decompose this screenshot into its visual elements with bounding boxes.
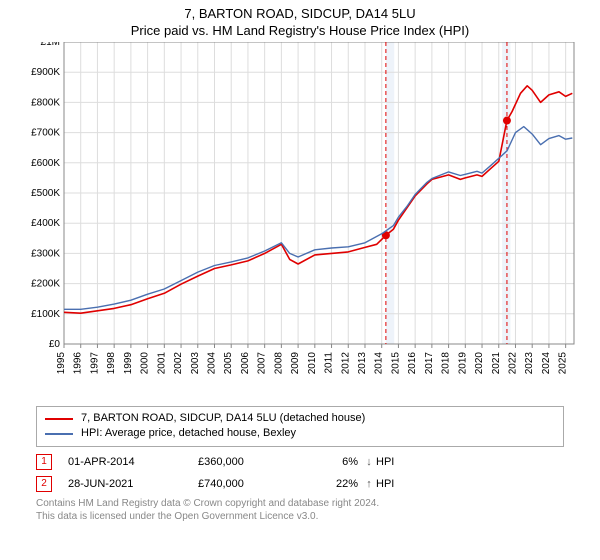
svg-text:2018: 2018: [441, 352, 452, 375]
footer-attribution: Contains HM Land Registry data © Crown c…: [36, 497, 564, 523]
svg-text:£700K: £700K: [31, 128, 60, 139]
svg-text:£600K: £600K: [31, 158, 60, 169]
legend-swatch: [45, 433, 73, 435]
svg-text:£400K: £400K: [31, 218, 60, 229]
sale-marker-1: 1: [36, 454, 52, 470]
svg-text:2004: 2004: [206, 352, 217, 375]
svg-text:2024: 2024: [541, 352, 552, 375]
svg-text:2021: 2021: [491, 352, 502, 375]
svg-text:1998: 1998: [106, 352, 117, 375]
sale-pct: 6%: [308, 456, 362, 468]
sale-hpi-label: HPI: [376, 456, 416, 468]
svg-text:2003: 2003: [190, 352, 201, 375]
legend-item-property: 7, BARTON ROAD, SIDCUP, DA14 5LU (detach…: [45, 411, 555, 426]
svg-text:£100K: £100K: [31, 309, 60, 320]
svg-text:1996: 1996: [73, 352, 84, 375]
svg-text:2012: 2012: [340, 352, 351, 375]
svg-text:1995: 1995: [56, 352, 67, 375]
sale-price: £360,000: [198, 456, 308, 468]
svg-text:2011: 2011: [324, 352, 335, 374]
svg-text:£300K: £300K: [31, 248, 60, 259]
svg-text:2014: 2014: [374, 352, 385, 375]
svg-text:2017: 2017: [424, 352, 435, 375]
svg-text:£800K: £800K: [31, 97, 60, 108]
svg-text:£1M: £1M: [41, 42, 60, 48]
svg-text:2025: 2025: [558, 352, 569, 375]
sale-pct: 22%: [308, 478, 362, 490]
svg-text:2008: 2008: [273, 352, 284, 375]
legend-swatch: [45, 418, 73, 420]
chart-legend: 7, BARTON ROAD, SIDCUP, DA14 5LU (detach…: [36, 406, 564, 447]
page-title: 7, BARTON ROAD, SIDCUP, DA14 5LU: [0, 0, 600, 21]
footer-line: This data is licensed under the Open Gov…: [36, 510, 564, 523]
svg-text:2019: 2019: [457, 352, 468, 375]
svg-text:2000: 2000: [140, 352, 151, 375]
svg-text:2022: 2022: [507, 352, 518, 375]
svg-text:2007: 2007: [257, 352, 268, 375]
svg-text:£500K: £500K: [31, 188, 60, 199]
svg-text:2010: 2010: [307, 352, 318, 375]
sale-row: 1 01-APR-2014 £360,000 6% ↓ HPI: [36, 451, 564, 473]
arrow-up-icon: ↑: [362, 478, 376, 490]
svg-text:2005: 2005: [223, 352, 234, 375]
svg-text:1997: 1997: [89, 352, 100, 375]
svg-text:2002: 2002: [173, 352, 184, 375]
legend-label: HPI: Average price, detached house, Bexl…: [81, 426, 296, 441]
svg-text:£900K: £900K: [31, 67, 60, 78]
arrow-down-icon: ↓: [362, 456, 376, 468]
sale-price: £740,000: [198, 478, 308, 490]
svg-text:£200K: £200K: [31, 279, 60, 290]
svg-text:2006: 2006: [240, 352, 251, 375]
svg-text:1999: 1999: [123, 352, 134, 375]
svg-text:2001: 2001: [156, 352, 167, 375]
svg-text:2016: 2016: [407, 352, 418, 375]
sale-date: 01-APR-2014: [68, 456, 198, 468]
svg-text:2009: 2009: [290, 352, 301, 375]
page-subtitle: Price paid vs. HM Land Registry's House …: [0, 21, 600, 42]
sale-row: 2 28-JUN-2021 £740,000 22% ↑ HPI: [36, 473, 564, 495]
sales-table: 1 01-APR-2014 £360,000 6% ↓ HPI 2 28-JUN…: [36, 451, 564, 495]
svg-text:£0: £0: [49, 339, 61, 350]
legend-label: 7, BARTON ROAD, SIDCUP, DA14 5LU (detach…: [81, 411, 365, 426]
svg-text:2020: 2020: [474, 352, 485, 375]
sale-hpi-label: HPI: [376, 478, 416, 490]
svg-text:2023: 2023: [524, 352, 535, 375]
svg-text:2013: 2013: [357, 352, 368, 375]
footer-line: Contains HM Land Registry data © Crown c…: [36, 497, 564, 510]
sale-marker-2: 2: [36, 476, 52, 492]
svg-text:2015: 2015: [390, 352, 401, 375]
legend-item-hpi: HPI: Average price, detached house, Bexl…: [45, 426, 555, 441]
sale-date: 28-JUN-2021: [68, 478, 198, 490]
price-chart: £0 £100K £200K £300K £400K £500K £600K £700K £80…: [18, 42, 578, 402]
